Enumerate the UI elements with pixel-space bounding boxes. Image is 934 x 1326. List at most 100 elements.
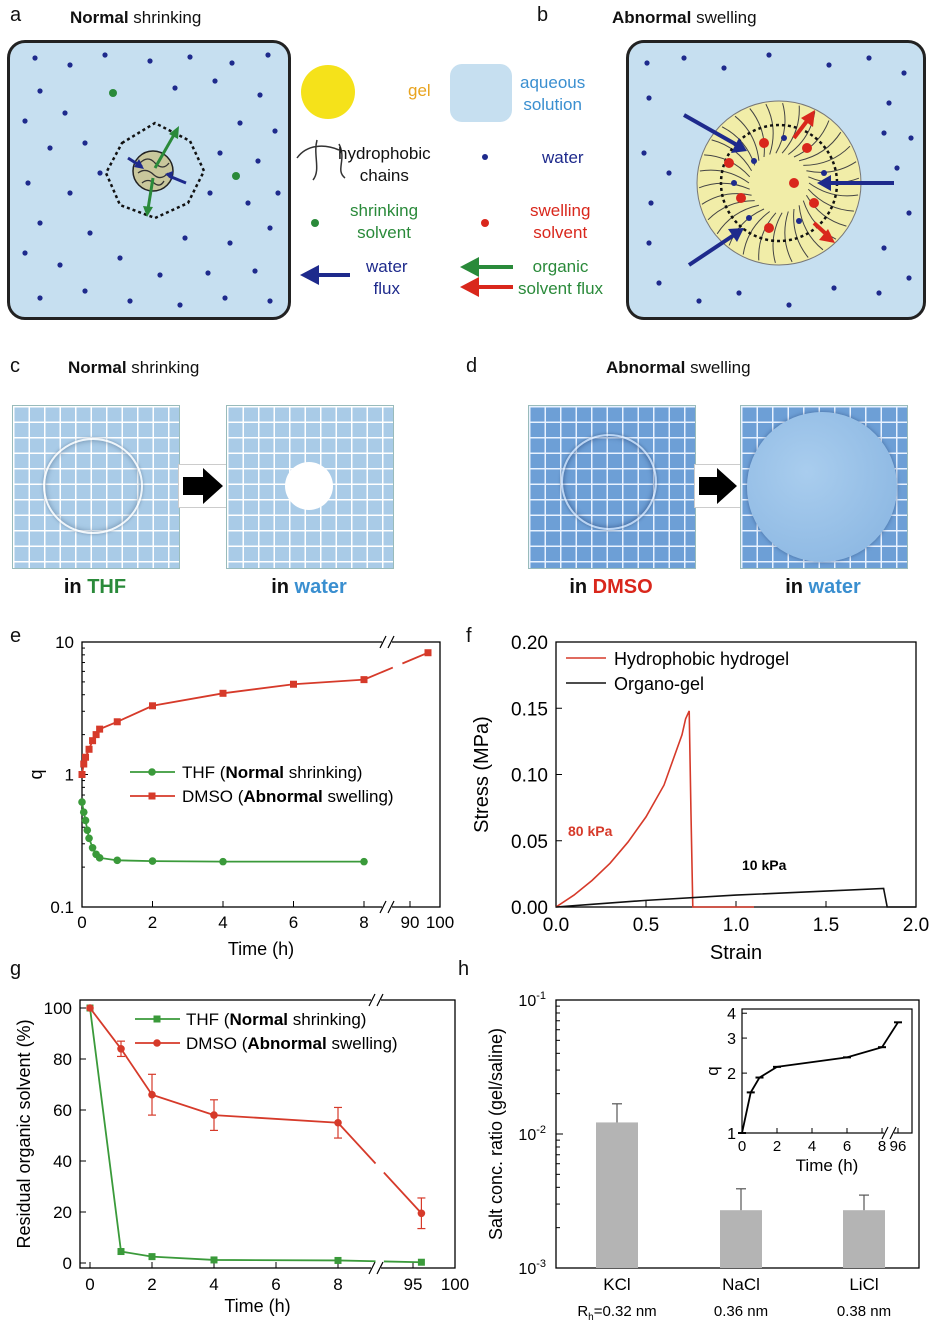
gel-disc — [561, 434, 657, 530]
water-dot — [37, 88, 43, 94]
water-dot — [117, 255, 123, 261]
data-point — [424, 649, 432, 657]
annotation-10kpa: 10 kPa — [742, 857, 787, 873]
polymer-chain — [807, 188, 854, 212]
axis-break-gap — [382, 636, 392, 648]
panel-a-title: Normal shrinking — [70, 8, 201, 28]
inset-x-axis-label: Time (h) — [796, 1156, 859, 1175]
category-label: KCl — [603, 1275, 630, 1294]
shrunk-gel — [285, 462, 333, 510]
axis-break-mark — [376, 1261, 384, 1275]
panel-label-e: e — [10, 625, 22, 647]
axis-break-gap — [371, 994, 381, 1006]
legend-water-flux: water flux — [366, 257, 408, 298]
y-tick-label: 0.20 — [511, 633, 548, 654]
inset-y-axis-label: q — [703, 1066, 722, 1075]
panel-a-solution-box — [7, 40, 291, 320]
x-tick-label: 1.0 — [723, 915, 749, 936]
arrow-d — [694, 464, 742, 508]
data-point — [113, 856, 122, 865]
x-tick-label: 6 — [289, 913, 298, 932]
water-dot — [746, 215, 752, 221]
series-line — [555, 887, 916, 908]
data-point — [334, 1118, 342, 1127]
legend-gel: gel — [408, 81, 431, 100]
water-dot — [32, 55, 38, 61]
water-dot — [147, 58, 153, 64]
y-tick-label: 40 — [53, 1152, 72, 1171]
bar — [843, 1210, 885, 1268]
data-point — [82, 753, 90, 761]
inset-y-tick-label: 2 — [727, 1066, 736, 1083]
y-axis-label: q — [26, 769, 46, 779]
y-axis-label: Stress (MPa) — [471, 716, 493, 833]
water-dot — [272, 128, 278, 134]
annotation-80kpa: 80 kPa — [568, 823, 613, 839]
water-dot — [751, 158, 757, 164]
panel-a-shrinking-solvent-dot — [109, 89, 117, 97]
polymer-chain — [781, 105, 800, 154]
legend-organic-flux: organic solvent flux — [518, 257, 604, 298]
water-dot — [881, 130, 887, 136]
caption-in-water-c: in water — [271, 576, 347, 598]
y-tick-label: 0 — [63, 1254, 72, 1273]
polymer-chain — [798, 131, 842, 162]
water-dot — [82, 288, 88, 294]
y-tick-label: 10-1 — [518, 990, 546, 1010]
data-point — [117, 1045, 125, 1053]
water-dot — [97, 170, 103, 176]
water-dot-icon — [482, 154, 488, 160]
x-tick-label: 8 — [333, 1275, 342, 1294]
y-axis-label: Salt conc. ratio (gel/saline) — [486, 1028, 506, 1240]
inset-x-tick-label: 6 — [843, 1138, 851, 1155]
water-dot — [641, 150, 647, 156]
water-dot — [901, 70, 907, 76]
legend-entry: DMSO (Abnormal swelling) — [186, 1034, 398, 1053]
polymer-chain — [772, 212, 783, 264]
water-dot — [826, 62, 832, 68]
polymer-chain — [793, 120, 830, 158]
x-tick-label: 0.0 — [543, 915, 569, 936]
bar — [720, 1210, 762, 1268]
panel-b-title: Abnormal swelling — [612, 8, 757, 27]
x-tick-label: 4 — [209, 1275, 218, 1294]
water-dot — [22, 118, 28, 124]
water-dot — [62, 110, 68, 116]
water-dot — [37, 295, 43, 301]
water-dot — [908, 135, 914, 141]
y-tick-label: 20 — [53, 1203, 72, 1222]
hydrophobic-chain-icon — [296, 139, 346, 181]
water-dot — [182, 235, 188, 241]
legend-marker — [148, 768, 156, 776]
swelling-solvent-dot — [789, 178, 799, 188]
polymer-chain — [803, 145, 851, 166]
water-dot — [67, 190, 73, 196]
category-label: LiCl — [849, 1275, 878, 1294]
panel-label-a: a — [10, 4, 22, 26]
panel-label-c: c — [10, 355, 20, 377]
swelling-solvent-dot — [724, 158, 734, 168]
y-tick-label: 0.1 — [50, 898, 74, 917]
legend-entry: THF (Normal shrinking) — [186, 1010, 366, 1029]
polymer-chain — [765, 103, 774, 155]
panel-b-water-dots — [641, 52, 914, 308]
x-tick-label: 2.0 — [903, 915, 929, 936]
data-point — [89, 737, 97, 745]
bar — [596, 1122, 638, 1268]
polymer-chain — [808, 182, 859, 197]
y-tick-label: 80 — [53, 1050, 72, 1069]
swelling-solvent-dot — [759, 138, 769, 148]
y-tick-label: 0.15 — [511, 699, 548, 720]
inset-x-tick-label: 4 — [808, 1138, 816, 1155]
panel-a-title-rest: shrinking — [128, 8, 202, 27]
water-dot — [648, 200, 654, 206]
panel-label-h: h — [458, 958, 470, 980]
water-dot — [67, 62, 73, 68]
polymer-chain — [775, 102, 786, 154]
water-dot — [681, 55, 687, 61]
photo-gel-in-dmso — [528, 405, 696, 569]
y-tick-label: 0.00 — [511, 898, 548, 919]
legend-hydrophobic: hydrophobic chains — [338, 144, 431, 185]
inset-x-tick-label: 2 — [773, 1138, 781, 1155]
y-tick-label: 10-3 — [518, 1258, 546, 1278]
